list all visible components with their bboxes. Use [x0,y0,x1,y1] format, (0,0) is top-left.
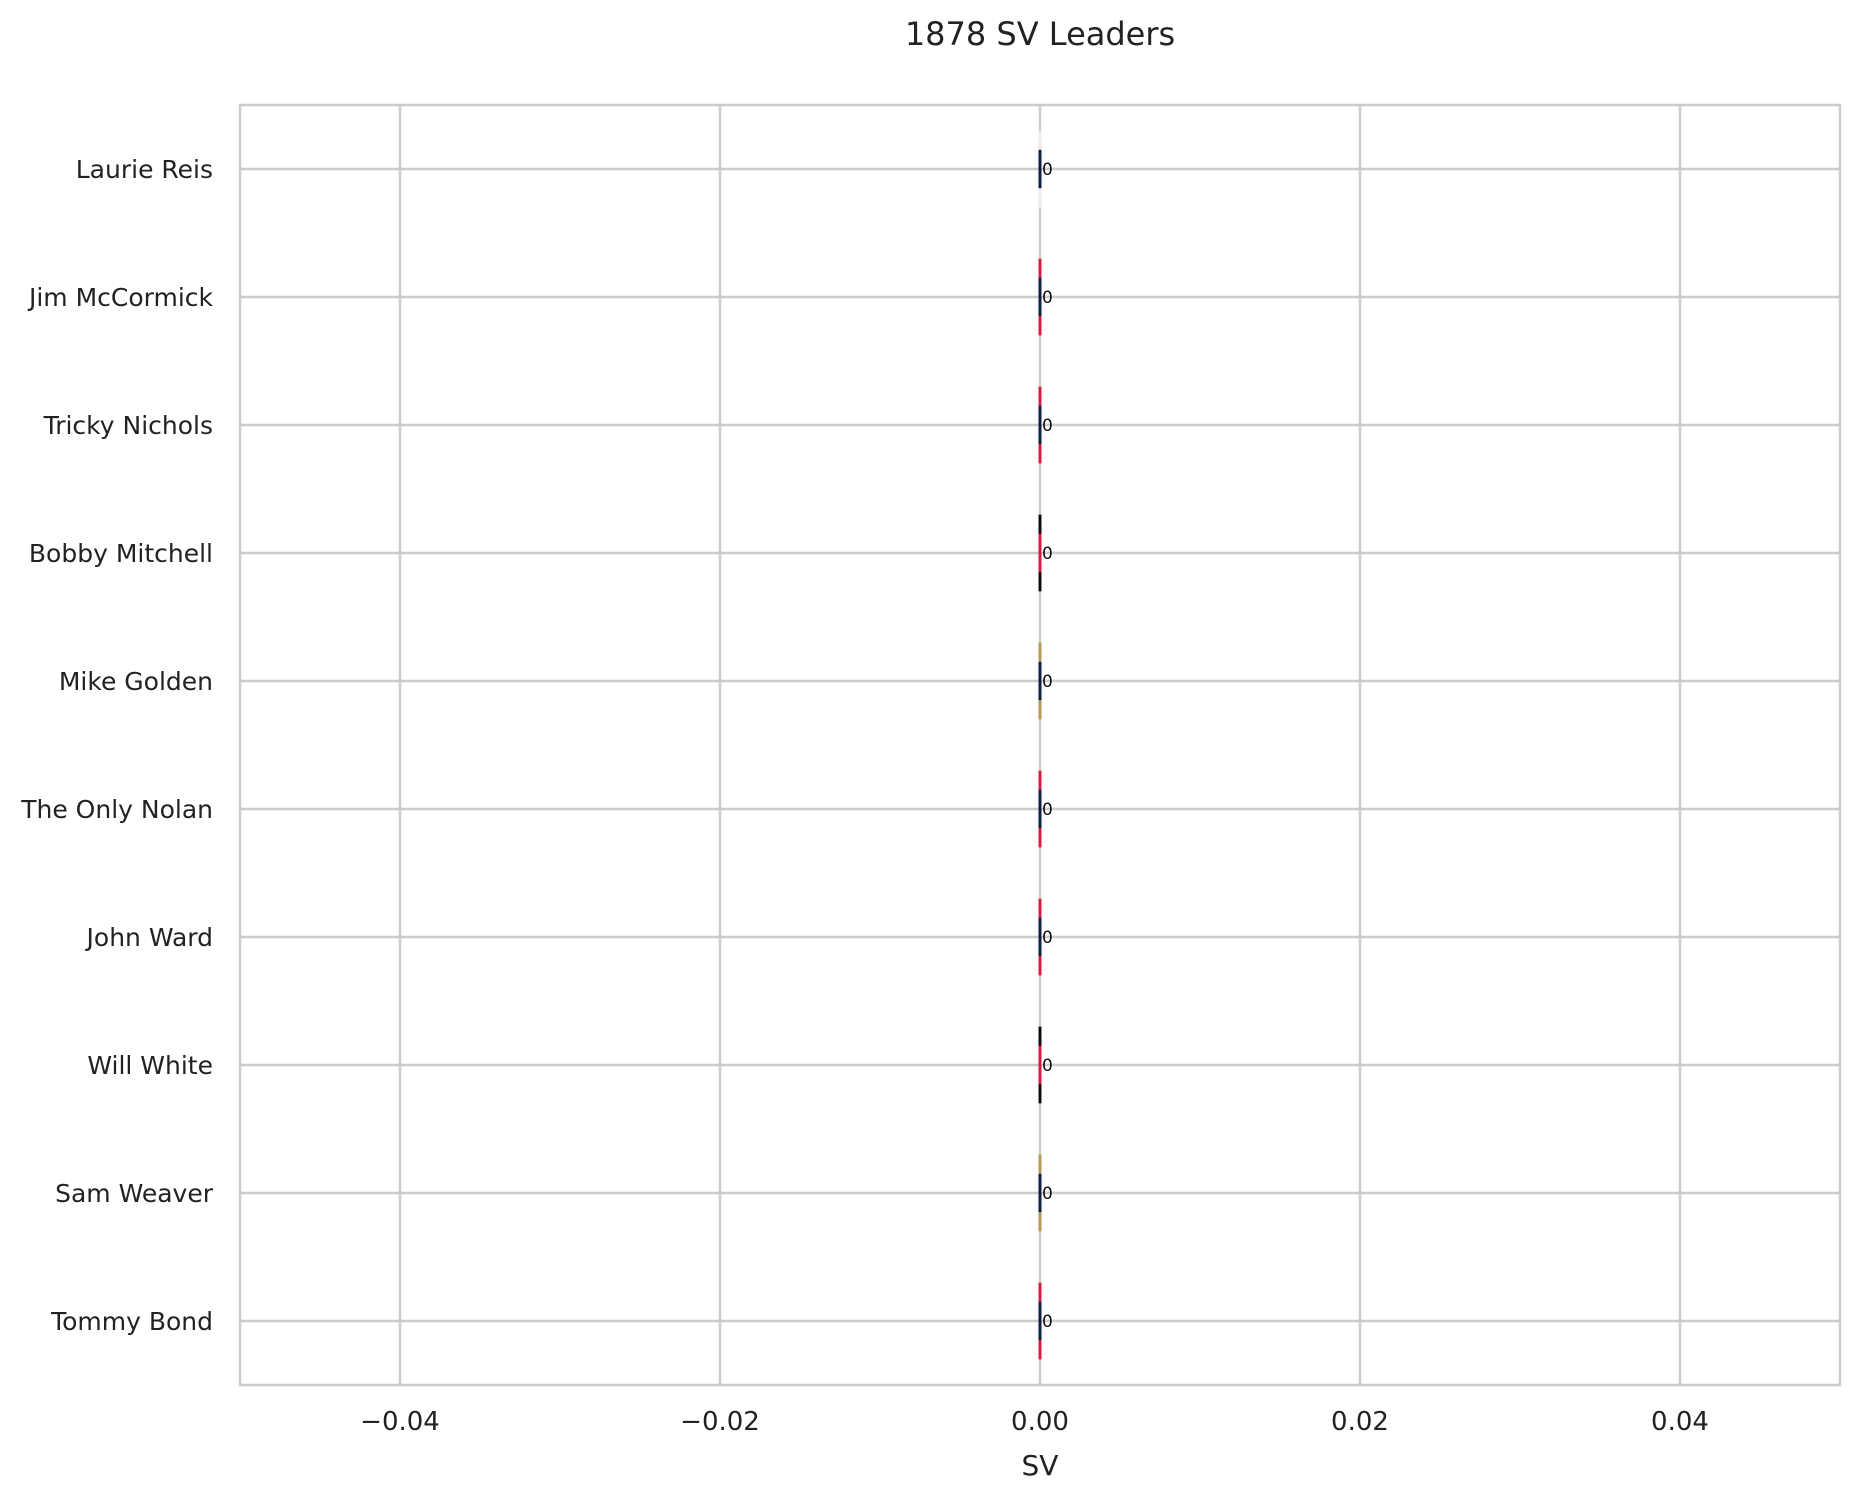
y-tick-label: Laurie Reis [76,155,213,184]
bar-value-label: 0 [1042,1312,1053,1332]
bar-value-label: 0 [1042,1184,1053,1204]
x-tick-label: −0.04 [360,1407,440,1437]
x-tick-labels: −0.04 −0.02 0.00 0.02 0.04 [360,1407,1709,1437]
x-tick-label: 0.04 [1651,1407,1709,1437]
bar-value-label: 0 [1042,928,1053,948]
bar-value-label: 0 [1042,288,1053,308]
x-tick-label: 0.02 [1331,1407,1389,1437]
y-tick-label: Sam Weaver [55,1179,214,1208]
y-tick-label: Mike Golden [59,667,213,696]
bar-value-label: 0 [1042,1056,1053,1076]
x-tick-label: −0.02 [680,1407,760,1437]
y-tick-label: Will White [87,1051,213,1080]
bar-value-label: 0 [1042,416,1053,436]
bar-value-label: 0 [1042,800,1053,820]
bar-value-label: 0 [1042,160,1053,180]
y-tick-labels: Laurie Reis Jim McCormick Tricky Nichols Bo… [20,155,213,1336]
bar-value-label: 0 [1042,672,1053,692]
y-tick-label: Tricky Nichols [43,411,213,440]
bar-value-label: 0 [1042,544,1053,564]
y-tick-label: Bobby Mitchell [29,539,213,568]
x-tick-label: 0.00 [1011,1407,1069,1437]
y-tick-label: The Only Nolan [20,795,213,824]
y-tick-label: John Ward [85,923,213,952]
y-tick-label: Jim McCormick [27,283,214,312]
y-tick-label: Tommy Bond [50,1307,213,1336]
x-axis-label: SV [1022,1449,1059,1482]
chart-title: 1878 SV Leaders [905,15,1175,53]
